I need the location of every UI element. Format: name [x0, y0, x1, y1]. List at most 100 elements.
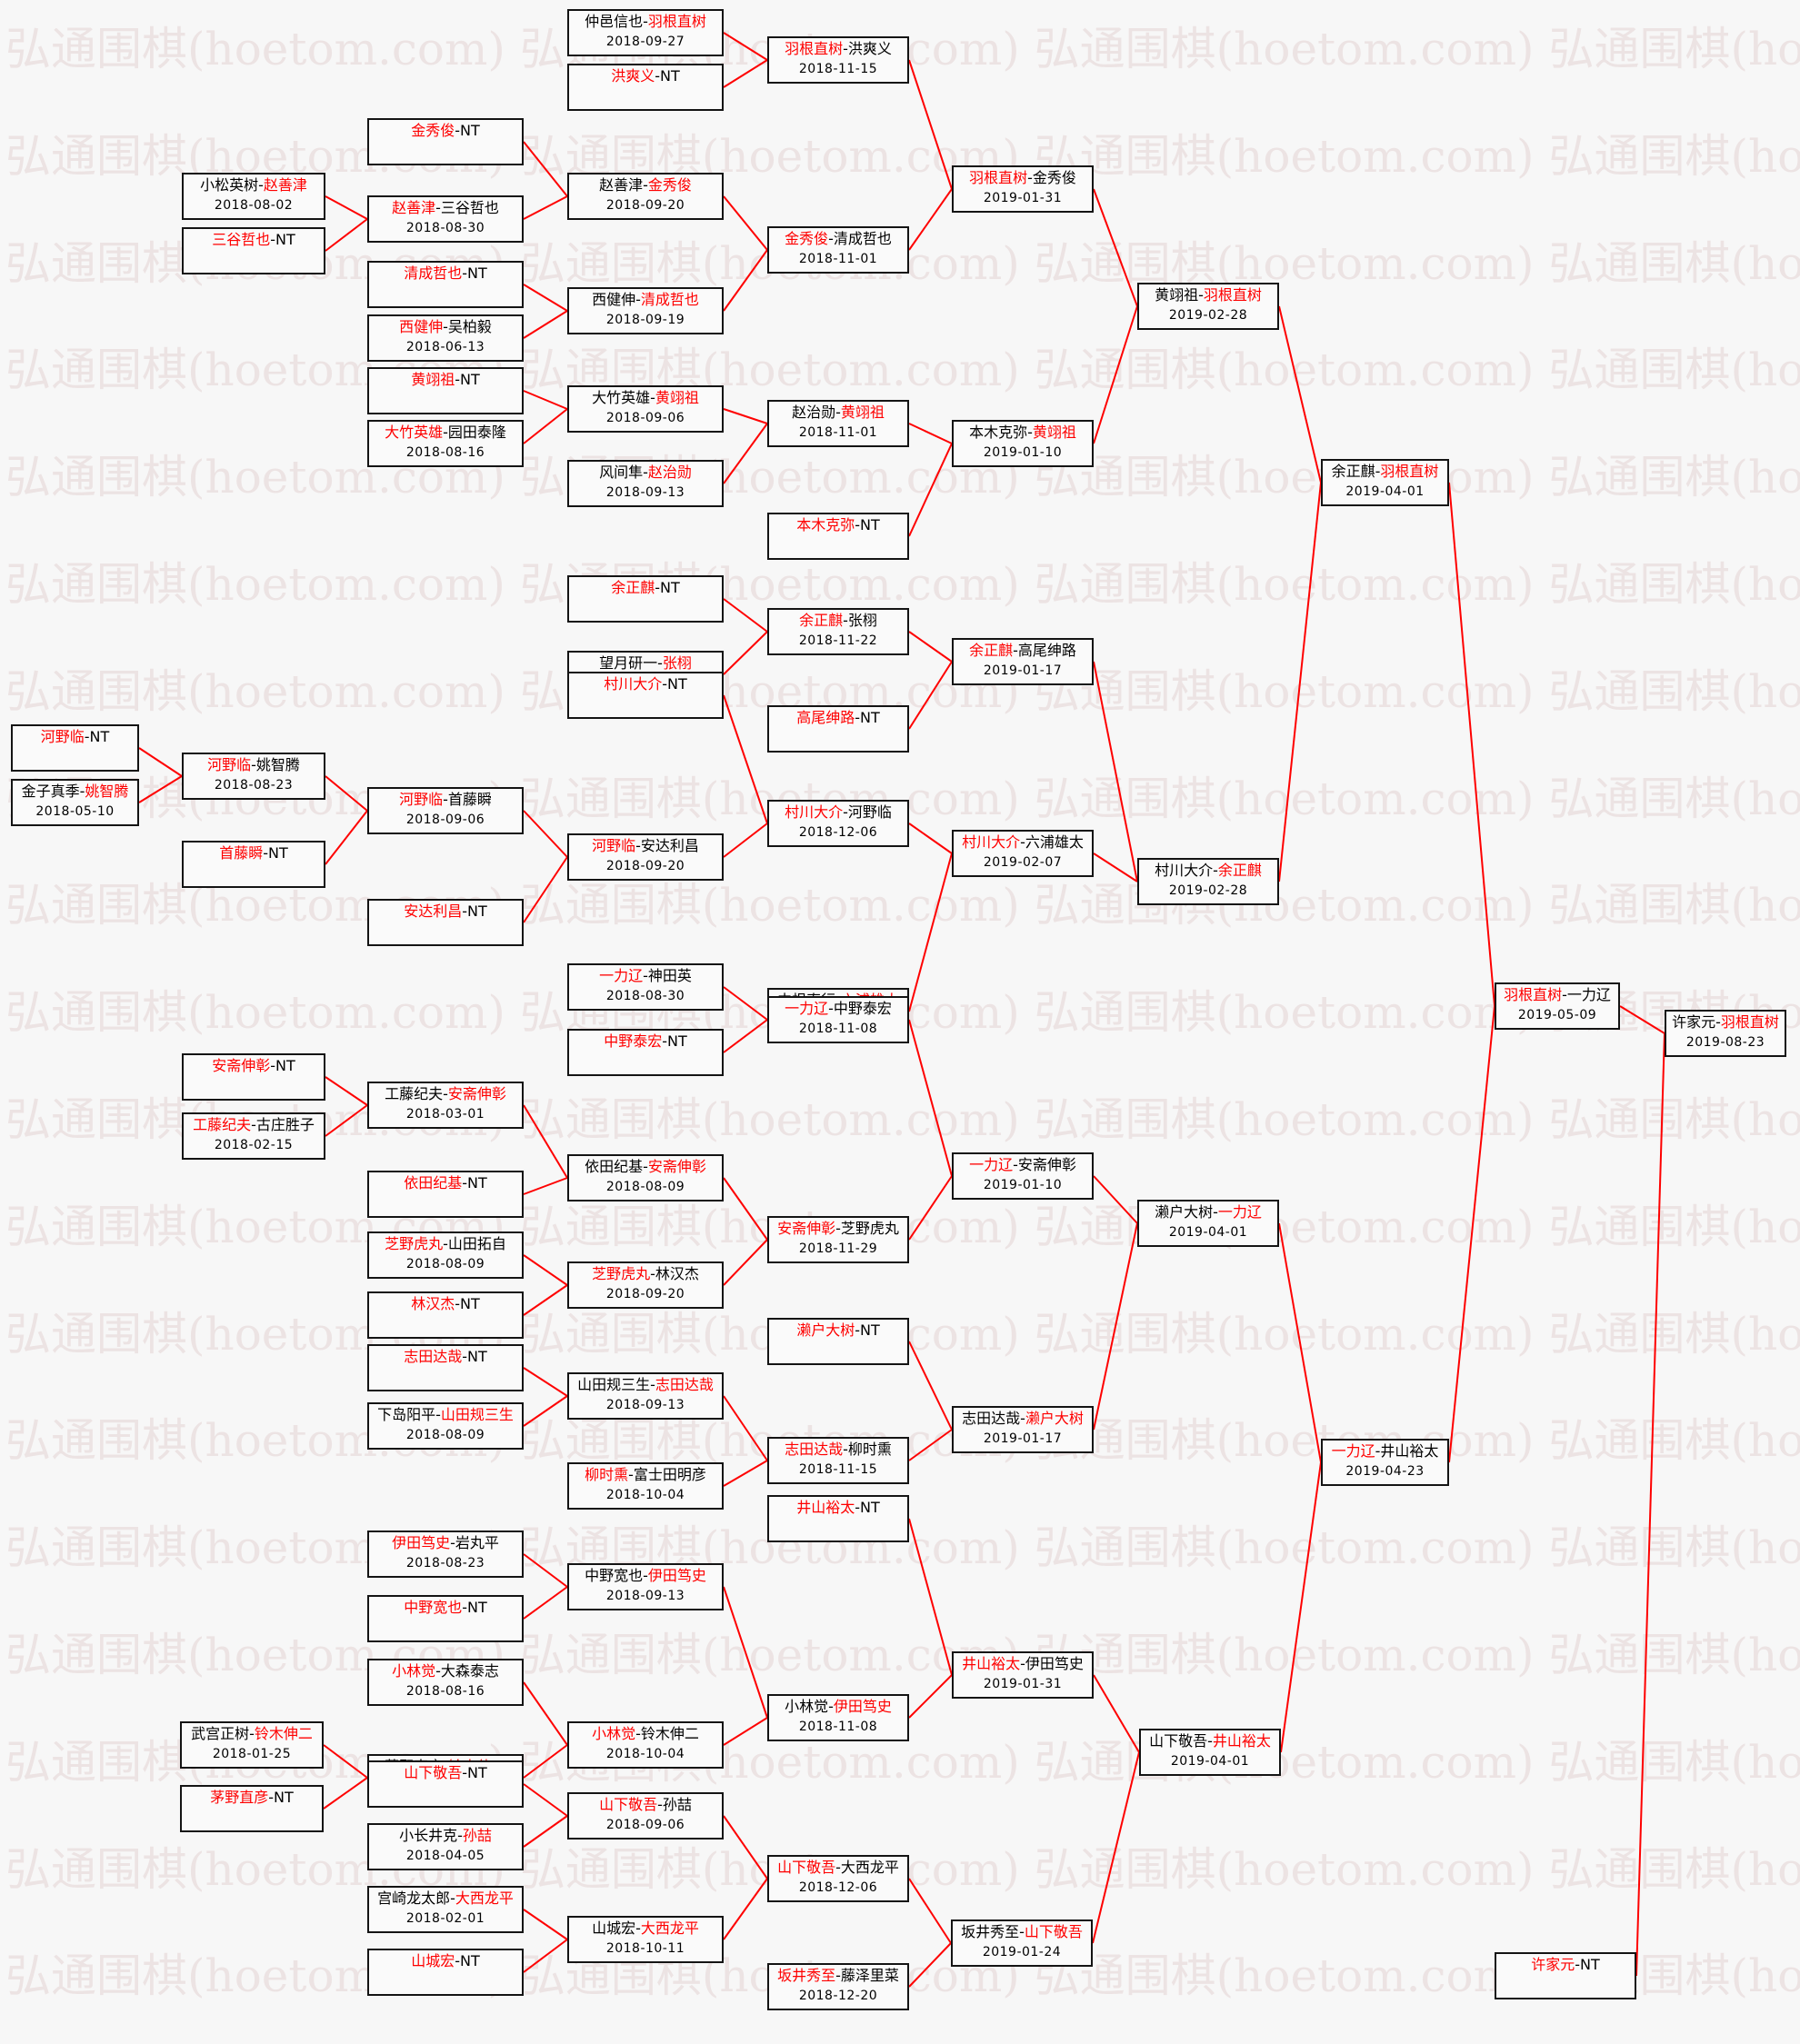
- match-box: 武宫正树-铃木伸二 2018-01-25: [180, 1721, 324, 1769]
- match-box: 山下敬吾-大西龙平 2018-12-06: [767, 1855, 909, 1902]
- match-date: 2019-01-31: [983, 1677, 1063, 1691]
- vs-dash: -: [828, 1698, 834, 1715]
- match-date: 2018-12-06: [798, 1880, 878, 1895]
- match-box: 河野临-首藤瞬 2018-09-06: [367, 787, 524, 834]
- vs-dash: -: [855, 1321, 861, 1339]
- match-players: 赵治勋-黄翊祖: [769, 402, 907, 424]
- winner-name: 清成哲也: [640, 291, 699, 308]
- match-box: 羽根直树-洪爽义 2018-11-15: [767, 36, 909, 84]
- vs-dash: -: [1207, 1732, 1213, 1750]
- vs-dash: -: [657, 1796, 663, 1813]
- match-date: 2018-12-20: [798, 1989, 878, 2003]
- match-box: 小林觉-伊田笃史 2018-11-08: [767, 1694, 909, 1741]
- match-date: 2018-10-04: [605, 1747, 685, 1761]
- match-box: 志田达哉-柳时熏 2018-11-15: [767, 1437, 909, 1484]
- bracket-line: [908, 631, 953, 663]
- match-players: 芝野虎丸-山田拓自: [369, 1233, 522, 1255]
- player-name: 望月研一: [599, 654, 658, 672]
- match-box: 井山裕太-NT: [767, 1495, 909, 1542]
- match-box: 小长井克-孙喆 2018-04-05: [367, 1823, 524, 1870]
- player-name: 孙喆: [662, 1796, 692, 1813]
- match-players: 羽根直树-一力辽: [1496, 984, 1618, 1006]
- match-box: 西健伸-清成哲也 2018-09-19: [567, 287, 724, 334]
- bracket-line: [523, 1254, 568, 1286]
- match-box: 金秀俊-NT: [367, 118, 524, 165]
- vs-dash: -: [443, 791, 448, 808]
- player-name: 山田规三生: [577, 1376, 651, 1393]
- player-name: 大森泰志: [440, 1662, 499, 1680]
- player-name: 芝野虎丸: [840, 1220, 899, 1237]
- bracket-line: [723, 423, 768, 484]
- vs-dash: -: [462, 264, 468, 282]
- match-players: 西健伸-吴柏毅: [369, 316, 522, 338]
- match-date: 2018-10-11: [605, 1941, 685, 1956]
- bracket-line: [523, 1909, 568, 1940]
- player-name: 赵治勋: [792, 404, 836, 421]
- match-players: 河野临-NT: [13, 726, 137, 748]
- vs-dash: -: [251, 756, 256, 773]
- winner-name: 小林觉: [592, 1725, 636, 1742]
- player-name: 铃木伸二: [640, 1725, 699, 1742]
- match-players: 许家元-NT: [1496, 1954, 1635, 1976]
- match-box: 仲邑信也-羽根直树 2018-09-27: [567, 9, 724, 56]
- match-date: 2018-04-05: [405, 1849, 485, 1863]
- vs-dash: -: [662, 1032, 668, 1050]
- match-date: 2018-08-02: [214, 198, 294, 213]
- winner-name: 伊田笃史: [833, 1698, 892, 1715]
- match-box: 山下敬吾-NT: [367, 1760, 524, 1808]
- player-name: 濑户大树: [1155, 1203, 1214, 1221]
- bracket-line: [723, 32, 768, 61]
- bracket-line: [723, 1460, 768, 1487]
- winner-name: 伊田笃史: [392, 1534, 451, 1551]
- bracket-line: [1635, 1032, 1665, 1977]
- winner-name: 伊田笃史: [647, 1567, 706, 1584]
- match-players: 中野宽也-伊田笃史: [569, 1565, 722, 1587]
- match-box: 柳时熏-富士田明彦 2018-10-04: [567, 1462, 724, 1510]
- match-players: 首藤瞬-NT: [184, 843, 324, 864]
- bracket-line: [523, 1744, 568, 1779]
- match-box: 赵善津-三谷哲也 2018-08-30: [367, 195, 524, 243]
- match-box: 安达利昌-NT: [367, 899, 524, 946]
- winner-name: 羽根直树: [785, 40, 844, 57]
- match-date: 2018-08-23: [214, 778, 294, 793]
- bracket-line: [523, 1177, 568, 1195]
- winner-name: 高尾绅路: [796, 709, 855, 726]
- match-date: 2018-08-09: [605, 1180, 685, 1194]
- match-date: 2019-01-24: [982, 1945, 1062, 1959]
- match-box: 志田达哉-濑户大树 2019-01-17: [952, 1406, 1094, 1453]
- player-name: NT: [667, 1032, 687, 1050]
- vs-dash: -: [450, 1534, 455, 1551]
- match-date: 2019-02-07: [983, 855, 1063, 870]
- player-name: NT: [460, 371, 480, 388]
- bracket-line: [323, 1744, 368, 1779]
- match-date: 2019-02-28: [1168, 883, 1248, 898]
- bracket-line: [523, 141, 568, 197]
- bracket-line: [523, 856, 568, 923]
- bracket-line: [325, 810, 368, 865]
- vs-dash: -: [1198, 286, 1204, 304]
- vs-dash: -: [828, 1000, 834, 1017]
- vs-dash: -: [84, 728, 90, 745]
- match-box: 一力辽-中野泰宏 2018-11-08: [767, 996, 909, 1043]
- match-date: 2018-09-20: [605, 1287, 685, 1301]
- winner-name: 河野临: [592, 837, 636, 854]
- match-date: 2019-01-17: [983, 1431, 1063, 1446]
- winner-name: 三谷哲也: [212, 231, 271, 248]
- vs-dash: -: [655, 579, 661, 596]
- vs-dash: -: [462, 1599, 468, 1616]
- bracket-line: [523, 1395, 568, 1427]
- match-date: 2018-05-10: [35, 804, 115, 819]
- match-players: 村川大介-河野临: [769, 802, 907, 823]
- match-box: 羽根直树-一力辽 2019-05-09: [1495, 982, 1620, 1030]
- player-name: NT: [274, 1789, 294, 1806]
- vs-dash: -: [843, 40, 848, 57]
- vs-dash: -: [462, 1348, 468, 1365]
- match-players: 小林觉-大森泰志: [369, 1660, 522, 1682]
- winner-name: 村川大介: [785, 803, 844, 821]
- match-players: 高尾绅路-NT: [769, 707, 907, 729]
- player-name: 依田纪基: [585, 1158, 644, 1175]
- match-players: 中野泰宏-NT: [569, 1031, 722, 1052]
- player-name: 三谷哲也: [440, 199, 499, 216]
- match-players: 坂井秀至-藤泽里菜: [769, 1965, 907, 1987]
- match-date: 2018-02-15: [214, 1138, 294, 1152]
